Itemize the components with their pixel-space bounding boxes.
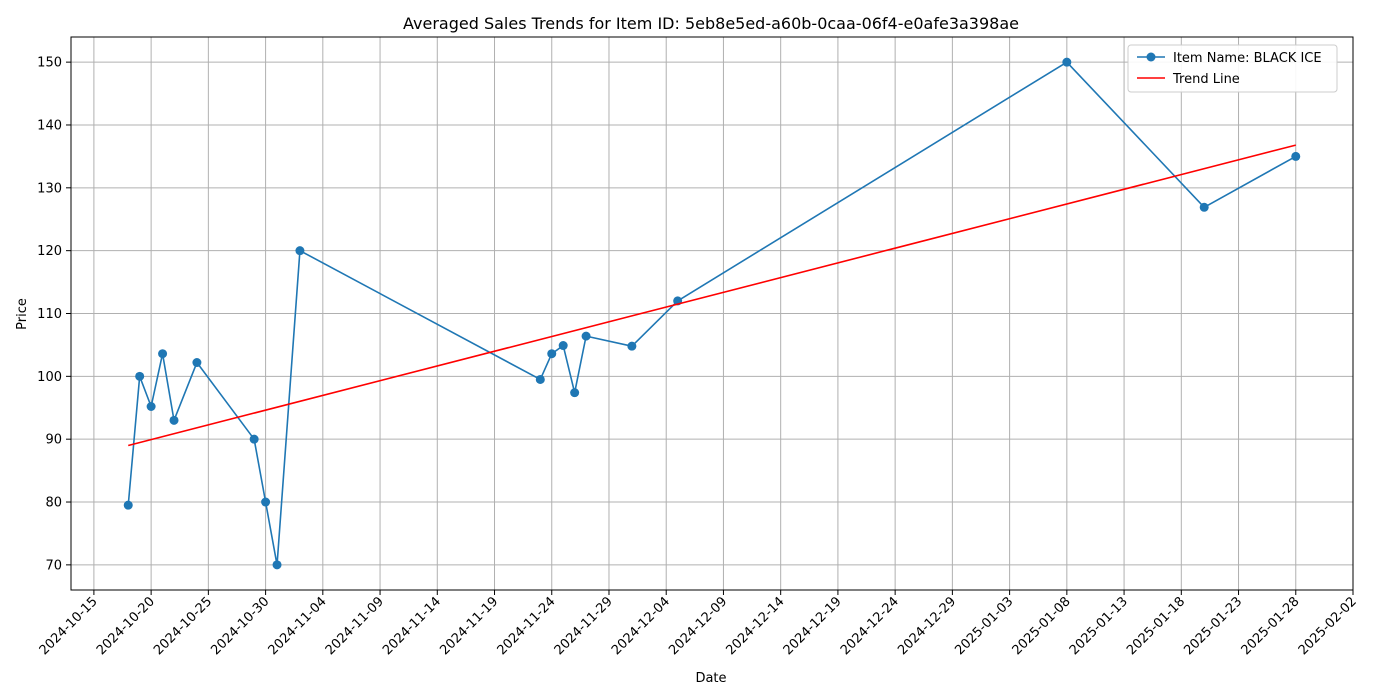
data-point <box>146 402 156 412</box>
y-tick-label: 80 <box>45 496 62 511</box>
y-axis: 70 80 90 100 110 120 130 140 150 <box>37 56 71 573</box>
data-point <box>135 371 145 381</box>
y-tick-label: 110 <box>37 307 62 322</box>
y-tick-label: 90 <box>45 433 62 448</box>
y-axis-title: Price <box>15 298 30 330</box>
data-point <box>169 415 179 425</box>
data-point <box>535 374 545 384</box>
data-point <box>123 500 133 510</box>
y-tick-label: 130 <box>37 181 62 196</box>
x-axis-title: Date <box>695 671 726 686</box>
legend: Item Name: BLACK ICE Trend Line <box>1127 44 1338 93</box>
data-point <box>1062 57 1072 67</box>
data-point <box>272 560 282 570</box>
data-point <box>570 388 580 398</box>
item-series-line <box>127 61 1297 566</box>
data-point <box>627 341 637 351</box>
legend-marker <box>1146 52 1156 62</box>
data-point <box>158 349 168 359</box>
chart-title: Averaged Sales Trends for Item ID: 5eb8e… <box>403 14 1019 33</box>
data-point <box>1291 151 1301 161</box>
data-point <box>192 358 202 368</box>
data-point <box>1199 202 1209 212</box>
legend-label: Trend Line <box>1172 72 1240 87</box>
y-tick-label: 120 <box>37 244 62 259</box>
series-layer <box>123 57 1301 570</box>
data-point <box>547 349 557 359</box>
y-tick-label: 150 <box>37 56 62 71</box>
legend-box <box>1127 44 1338 93</box>
data-point <box>581 331 591 341</box>
y-tick-label: 140 <box>37 118 62 133</box>
y-tick-label: 70 <box>45 558 62 573</box>
data-point <box>558 341 568 351</box>
legend-label: Item Name: BLACK ICE <box>1173 51 1322 66</box>
data-point <box>261 497 271 507</box>
data-point <box>249 434 259 444</box>
data-point <box>295 246 305 256</box>
y-tick-label: 100 <box>37 370 62 385</box>
trend-line <box>128 144 1296 447</box>
